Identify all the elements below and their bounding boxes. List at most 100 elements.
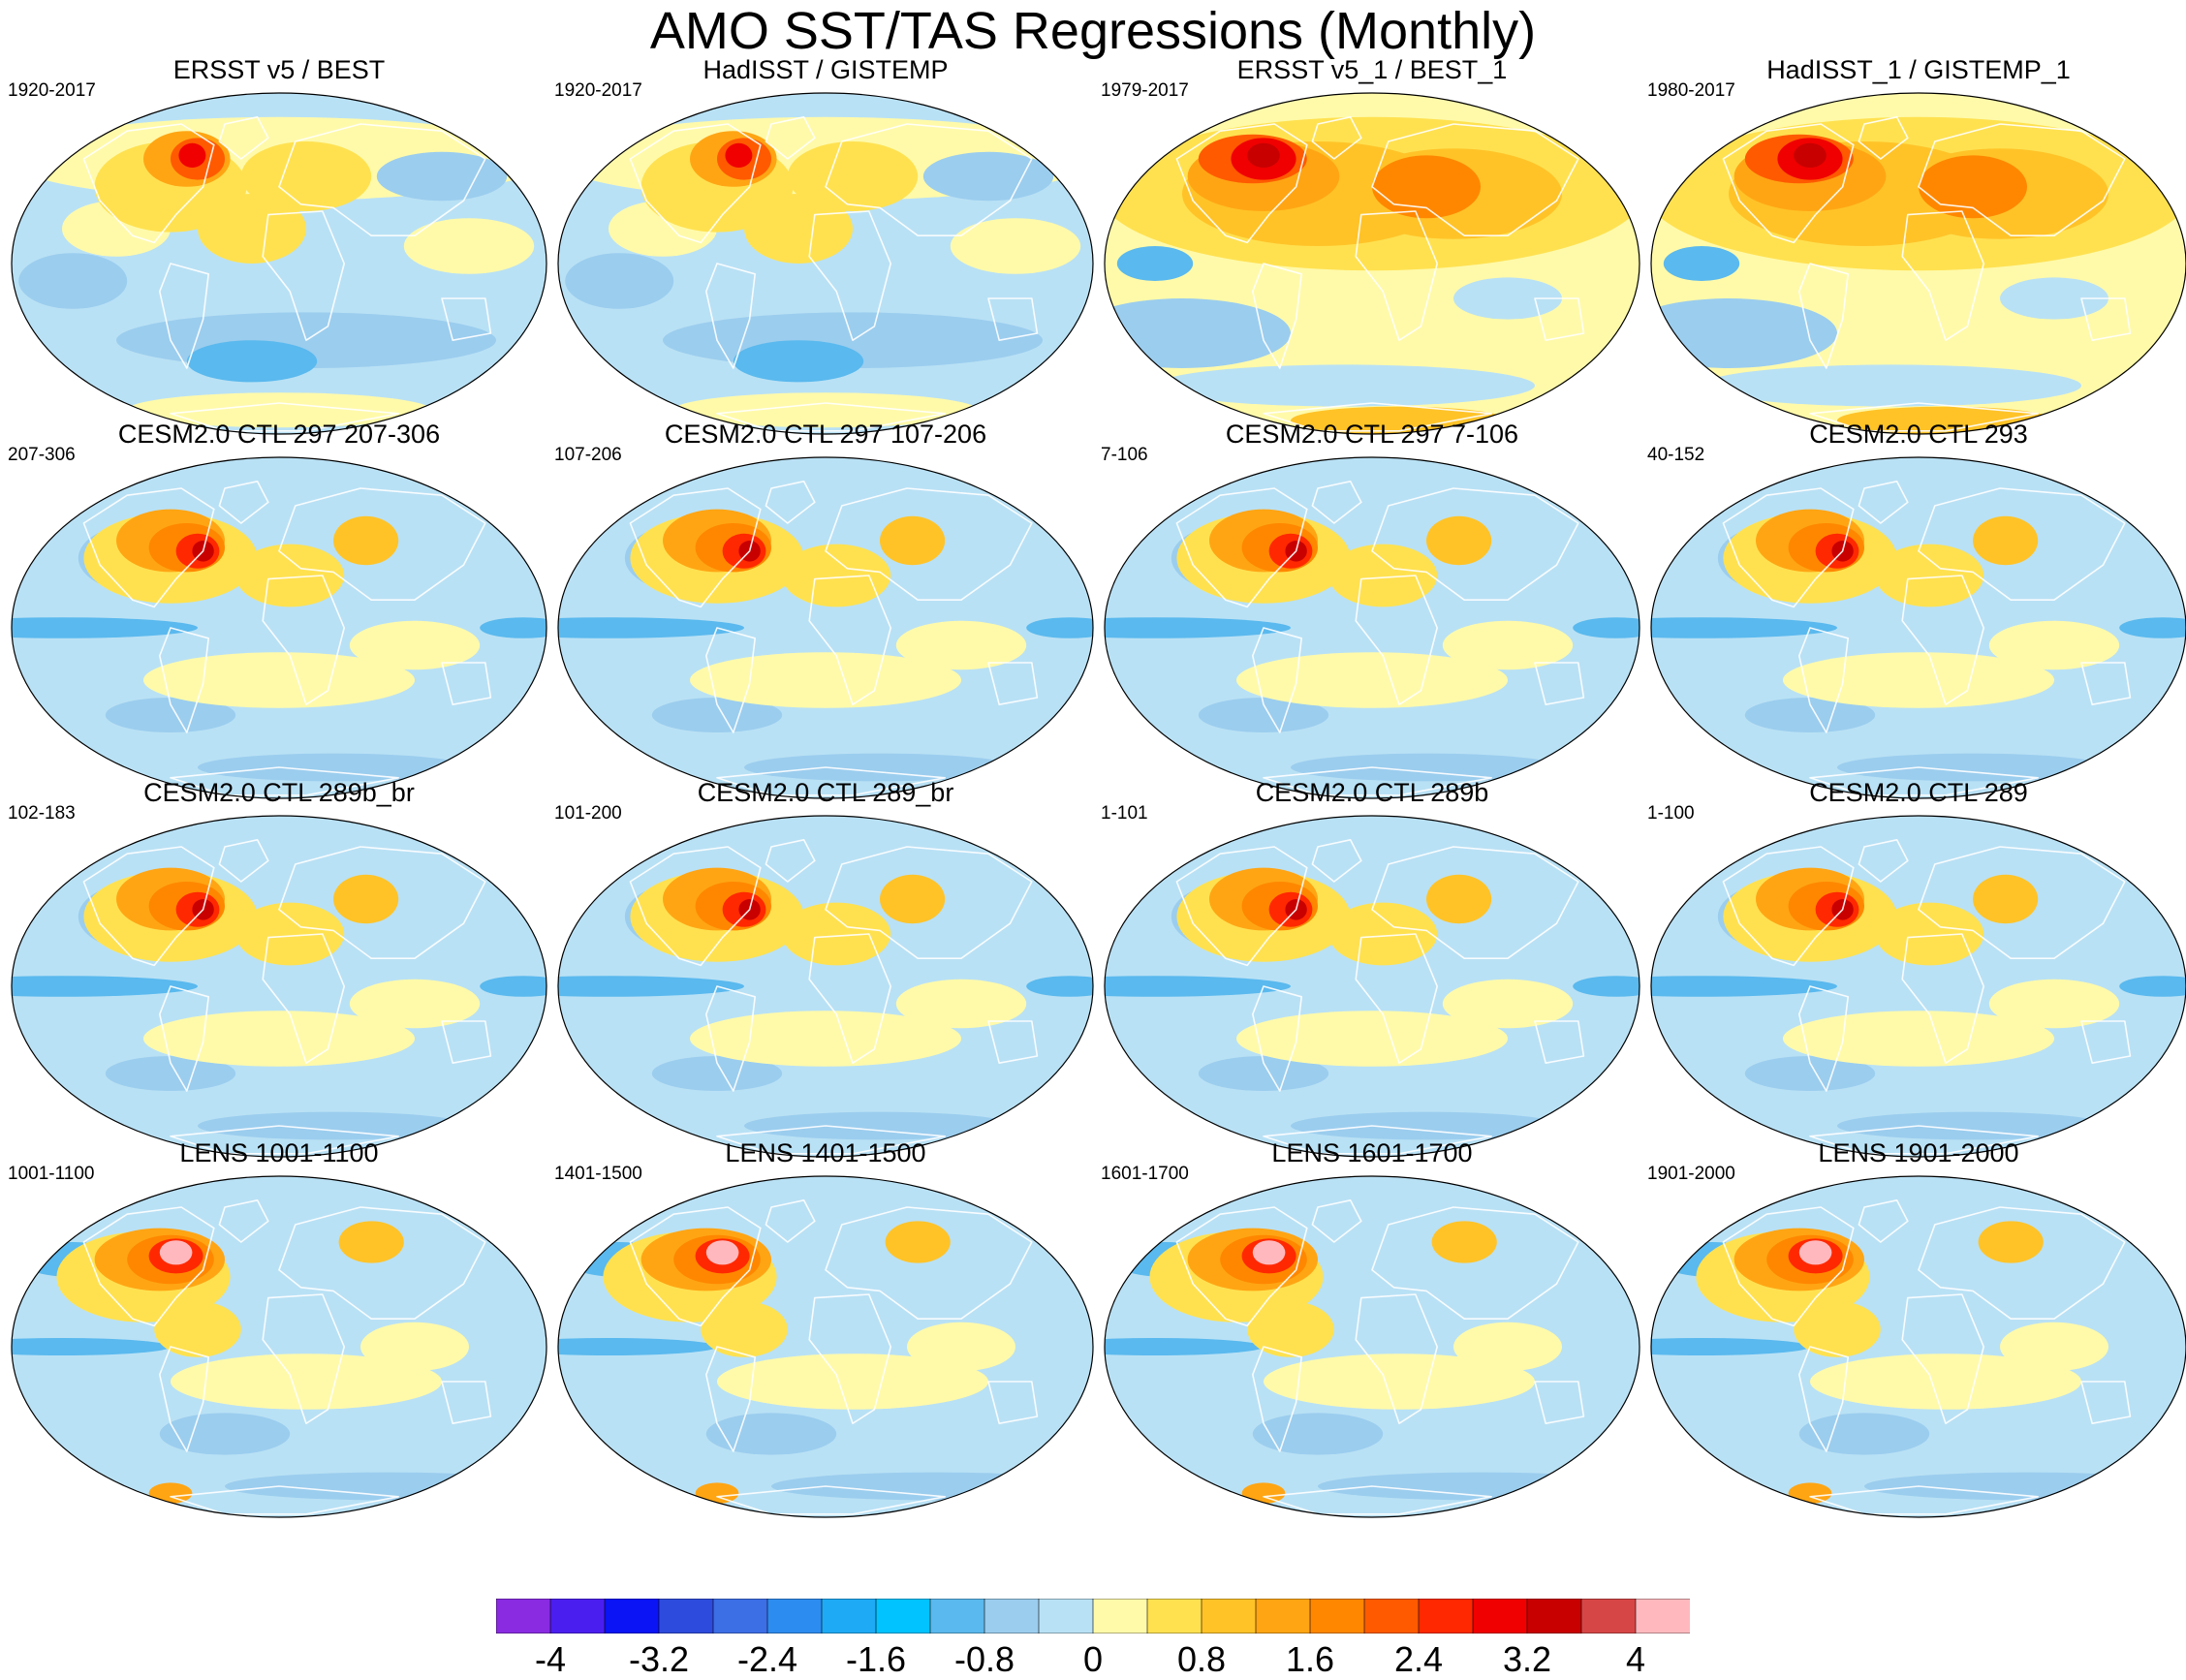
colorbar-tick-label: 0: [1082, 1639, 1104, 1679]
coastline-africa: [1901, 1293, 1985, 1425]
colorbar-swatch: [712, 1599, 768, 1633]
regression-map: [1104, 456, 1640, 799]
coastline-australia: [441, 1020, 492, 1065]
field-contour: [2000, 277, 2108, 320]
coastline-antarctica: [1263, 1125, 1493, 1155]
regression-map: [1104, 1175, 1640, 1518]
field-contour: [235, 902, 345, 966]
field-contour: [12, 976, 198, 997]
field-contour: [105, 698, 236, 732]
panel-title: CESM2.0 CTL 293: [1809, 420, 2028, 449]
coastline-greenland: [765, 1198, 816, 1243]
figure-title: AMO SST/TAS Regressions (Monthly): [649, 2, 1537, 60]
coastline-australia: [1534, 297, 1585, 342]
field-contour: [1988, 620, 2120, 670]
colorbar-swatch: [496, 1599, 551, 1633]
coastline-antarctica: [170, 766, 400, 796]
map-panel: ERSST v5 / BEST 1920-2017: [8, 50, 550, 438]
coastline-africa: [1355, 933, 1439, 1065]
coastline-eurasia: [1371, 1206, 1579, 1320]
regression-map: [1104, 815, 1640, 1158]
field-contour: [744, 194, 853, 264]
field-contour: [1431, 1221, 1497, 1263]
panel-title: CESM2.0 CTL 297 107-206: [664, 420, 987, 449]
colorbar-swatch: [1580, 1599, 1637, 1633]
field-contour: [1291, 1111, 1562, 1140]
regression-map: [1104, 92, 1640, 435]
coastline-africa: [1901, 210, 1985, 342]
panel-title: LENS 1401-1500: [725, 1138, 926, 1167]
field-contour: [1453, 277, 1562, 320]
colorbar-swatch: [984, 1599, 1040, 1633]
regression-map: [1650, 1175, 2186, 1518]
field-contour: [1783, 1011, 2054, 1067]
field-contour: [1919, 155, 2027, 219]
coastline-antarctica: [1809, 402, 2040, 432]
panel-year-range: 1901-2000: [1647, 1164, 1735, 1184]
field-contour: [333, 874, 399, 924]
coastline-eurasia: [1371, 123, 1579, 236]
field-contour: [1116, 246, 1194, 281]
field-contour: [695, 1482, 739, 1504]
coastline-greenland: [218, 480, 269, 524]
coastline-australia: [2080, 1020, 2132, 1065]
field-contour: [1328, 544, 1438, 607]
field-contour: [178, 142, 206, 168]
field-contour: [1252, 1413, 1384, 1455]
coastline-eurasia: [278, 1206, 486, 1320]
colorbar-tick-label: 0.8: [1176, 1639, 1227, 1679]
field-contour: [701, 1301, 788, 1357]
coastline-greenland: [1858, 1198, 1909, 1243]
field-contour: [235, 544, 345, 607]
coastline-eurasia: [1371, 846, 1579, 959]
map-panel: CESM2.0 CTL 289 1-100: [1647, 773, 2186, 1161]
map-border: [11, 456, 547, 799]
map-border: [1650, 456, 2186, 799]
field-contour: [880, 515, 946, 566]
map-border: [557, 456, 1094, 799]
coastline-africa: [262, 210, 346, 342]
field-contour: [885, 1221, 951, 1263]
regression-map: [557, 92, 1094, 435]
coastline-australia: [987, 662, 1039, 706]
coastline-antarctica: [1263, 766, 1493, 796]
field-contour: [733, 340, 864, 383]
field-contour: [171, 1353, 442, 1410]
map-panel: CESM2.0 CTL 297 207-306 207-306: [8, 415, 550, 802]
coastline-greenland: [765, 480, 816, 524]
coastline-africa: [1355, 1293, 1439, 1425]
field-contour: [186, 340, 318, 383]
panel-title: HadISST_1 / GISTEMP_1: [1766, 55, 2071, 84]
panel-title: ERSST v5 / BEST: [172, 55, 386, 84]
map-border: [1104, 456, 1640, 799]
colorbar-swatch: [1418, 1599, 1474, 1633]
coastline-greenland: [765, 838, 816, 883]
field-contour: [1573, 976, 1640, 997]
field-contour: [159, 1240, 193, 1265]
panel-year-range: 1-100: [1647, 803, 1695, 824]
field-contour: [880, 874, 946, 924]
field-contour: [1794, 1301, 1881, 1357]
field-contour: [717, 1353, 988, 1410]
coastline-africa: [262, 933, 346, 1065]
panel-year-range: 101-200: [554, 803, 622, 824]
coastline-africa: [808, 1293, 892, 1425]
coastline-antarctica: [1263, 1485, 1493, 1515]
field-contour: [1810, 1353, 2081, 1410]
coastline-greenland: [218, 115, 269, 160]
coastline-south-america: [705, 627, 756, 733]
colorbar-swatch: [875, 1599, 931, 1633]
field-contour: [148, 1482, 193, 1504]
field-contour: [1651, 617, 1837, 638]
field-contour: [360, 1322, 469, 1372]
field-contour: [673, 392, 978, 428]
field-contour: [1702, 364, 2081, 407]
coastline-north-america: [629, 846, 762, 967]
field-contour: [1788, 1482, 1832, 1504]
field-contour: [782, 902, 891, 966]
map-panel: CESM2.0 CTL 293 40-152: [1647, 415, 2186, 802]
field-contour: [705, 1413, 837, 1455]
coastline-australia: [441, 1381, 492, 1425]
colorbar-swatch: [1146, 1599, 1202, 1633]
panel-year-range: 1401-1500: [554, 1164, 642, 1184]
